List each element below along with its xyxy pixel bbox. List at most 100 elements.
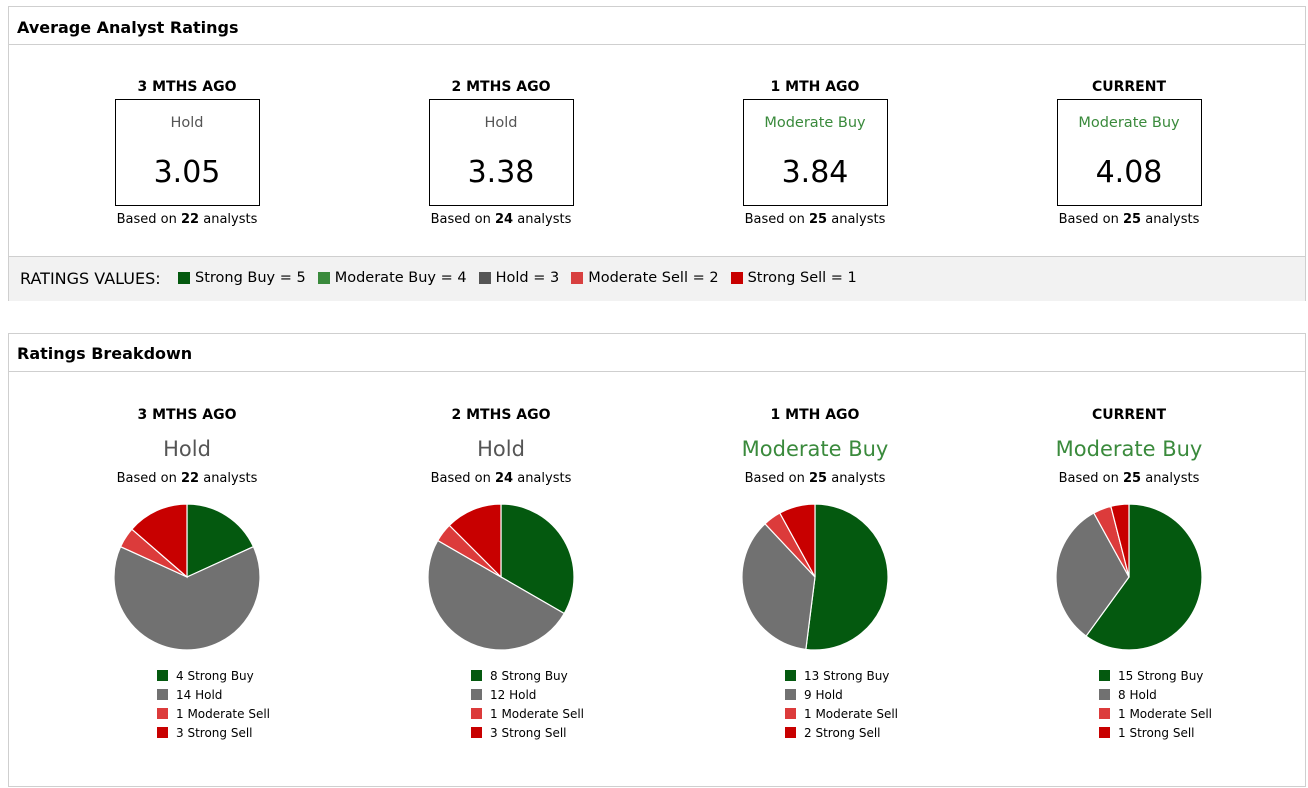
pie-slice-hold[interactable] xyxy=(741,522,816,651)
legend-swatch xyxy=(785,727,796,738)
avg-period-2m: 2 MTHS AGO Hold 3.38 Based on 24 analyst… xyxy=(371,79,631,227)
breakdown-column: 3 MTHS AGO Hold Based on 22 analysts 4 Stro… xyxy=(37,407,337,742)
legend-swatch xyxy=(1099,727,1110,738)
period-label: 3 MTHS AGO xyxy=(137,407,237,423)
color-swatch xyxy=(730,272,743,284)
pie-slice-hold[interactable] xyxy=(1055,512,1130,637)
color-swatch xyxy=(317,272,330,284)
score-value: 3.05 xyxy=(153,155,221,190)
pie-slice-strong-sell[interactable] xyxy=(779,503,816,578)
pie-legend: 13 Strong Buy 9 Hold 1 Moderate Sell 2 Stro… xyxy=(745,666,898,742)
legend-label: 1 Moderate Sell xyxy=(490,706,585,721)
legend-label: 2 Strong Sell xyxy=(804,725,881,740)
legend-swatch xyxy=(471,670,482,681)
pie-slice-strong-sell[interactable] xyxy=(448,503,502,579)
pie-legend: 4 Strong Buy 14 Hold 1 Moderate Sell 3 Stro… xyxy=(117,666,270,742)
based-on-text: Based on 25 analysts xyxy=(1058,471,1200,486)
analyst-count: 25 xyxy=(809,471,828,486)
ratings-pie-chart xyxy=(741,503,889,651)
legend-item: 14 Hold xyxy=(157,685,257,704)
score-box: Moderate Buy 4.08 xyxy=(1056,99,1202,206)
pie-legend: 8 Strong Buy 12 Hold 1 Moderate Sell 3 Stro… xyxy=(431,666,584,742)
ratings-breakdown-panel: Ratings Breakdown 3 MTHS AGO Hold Based on… xyxy=(8,333,1306,787)
pie-slice-strong-buy[interactable] xyxy=(805,503,889,651)
legend-label: 4 Strong Buy xyxy=(176,668,254,683)
based-on-text: Based on 22 analysts xyxy=(116,471,258,486)
based-on-text: Based on 24 analysts xyxy=(371,212,631,227)
legend-swatch xyxy=(471,727,482,738)
legend-item: 3 Strong Sell xyxy=(471,723,571,742)
rating-text: Hold xyxy=(163,437,211,461)
based-prefix: Based on xyxy=(430,212,491,227)
legend-item: 15 Strong Buy xyxy=(1099,666,1203,685)
score-value: 3.38 xyxy=(467,155,535,190)
pie-slice-hold[interactable] xyxy=(113,545,261,651)
legend-swatch xyxy=(471,708,482,719)
analyst-count: 25 xyxy=(1123,471,1142,486)
rating-value-item: Hold = 3 xyxy=(478,270,560,286)
period-label: CURRENT xyxy=(1091,79,1167,95)
analyst-count: 24 xyxy=(495,471,514,486)
rating-text: Moderate Buy xyxy=(1078,115,1180,131)
pie-slice-strong-buy[interactable] xyxy=(1085,503,1203,651)
pie-slice-strong-sell[interactable] xyxy=(130,503,188,579)
legend-label: 14 Hold xyxy=(176,687,223,702)
period-label: 2 MTHS AGO xyxy=(451,407,551,423)
based-suffix: analysts xyxy=(203,212,258,227)
legend-swatch xyxy=(157,727,168,738)
based-suffix: analysts xyxy=(517,212,572,227)
legend-swatch xyxy=(157,708,168,719)
breakdown-column: CURRENT Moderate Buy Based on 25 analysts 1… xyxy=(979,407,1279,742)
pie-slice-hold[interactable] xyxy=(427,539,566,651)
color-swatch xyxy=(478,272,491,284)
pie-slice-strong-buy[interactable] xyxy=(186,503,255,578)
pie-slice-strong-buy[interactable] xyxy=(500,503,575,615)
breakdown-column: 2 MTHS AGO Hold Based on 24 analysts 8 Stro… xyxy=(351,407,651,742)
based-suffix: analysts xyxy=(1145,212,1200,227)
based-on-text: Based on 22 analysts xyxy=(57,212,317,227)
legend-label: 8 Hold xyxy=(1118,687,1157,702)
avg-period-current: CURRENT Moderate Buy 4.08 Based on 25 an… xyxy=(999,79,1259,227)
legend-label: 3 Strong Sell xyxy=(490,725,567,740)
ratings-pie-chart xyxy=(1055,503,1203,651)
legend-item: 1 Strong Sell xyxy=(1099,723,1199,742)
legend-label: 15 Strong Buy xyxy=(1118,668,1204,683)
legend-swatch xyxy=(785,689,796,700)
ratings-pie-chart xyxy=(113,503,261,651)
legend-item: 2 Strong Sell xyxy=(785,723,885,742)
rating-value-item: Strong Sell = 1 xyxy=(730,270,857,286)
legend-label: 1 Moderate Sell xyxy=(804,706,899,721)
rating-value-text: Hold = 3 xyxy=(495,270,560,286)
based-on-text: Based on 24 analysts xyxy=(430,471,572,486)
rating-value-text: Strong Sell = 1 xyxy=(747,270,857,286)
legend-item: 1 Moderate Sell xyxy=(157,704,270,723)
analyst-count: 24 xyxy=(495,212,514,227)
rating-value-text: Moderate Sell = 2 xyxy=(588,270,719,286)
rating-value-item: Strong Buy = 5 xyxy=(178,270,306,286)
period-label: CURRENT xyxy=(1091,407,1167,423)
legend-swatch xyxy=(157,670,168,681)
legend-item: 13 Strong Buy xyxy=(785,666,889,685)
period-label: 2 MTHS AGO xyxy=(451,79,551,95)
title-divider xyxy=(9,44,1305,45)
rating-text: Hold xyxy=(170,115,204,131)
score-value: 3.84 xyxy=(781,155,849,190)
based-on-text: Based on 25 analysts xyxy=(999,212,1259,227)
pie-slice-strong-sell[interactable] xyxy=(1110,503,1130,578)
legend-item: 8 Hold xyxy=(1099,685,1199,704)
legend-swatch xyxy=(1099,670,1110,681)
legend-item: 3 Strong Sell xyxy=(157,723,257,742)
legend-swatch xyxy=(157,689,168,700)
legend-item: 1 Moderate Sell xyxy=(785,704,898,723)
average-ratings-title: Average Analyst Ratings xyxy=(17,18,239,37)
rating-value-item: Moderate Buy = 4 xyxy=(317,270,467,286)
color-swatch xyxy=(178,272,190,284)
legend-swatch xyxy=(1099,708,1110,719)
avg-period-1m: 1 MTH AGO Moderate Buy 3.84 Based on 25 … xyxy=(685,79,945,227)
period-label: 1 MTH AGO xyxy=(770,79,860,95)
legend-item: 9 Hold xyxy=(785,685,885,704)
legend-label: 9 Hold xyxy=(804,687,843,702)
ratings-values-label: RATINGS VALUES: xyxy=(20,269,161,288)
color-swatch xyxy=(571,272,584,284)
avg-period-3m: 3 MTHS AGO Hold 3.05 Based on 22 analyst… xyxy=(57,79,317,227)
